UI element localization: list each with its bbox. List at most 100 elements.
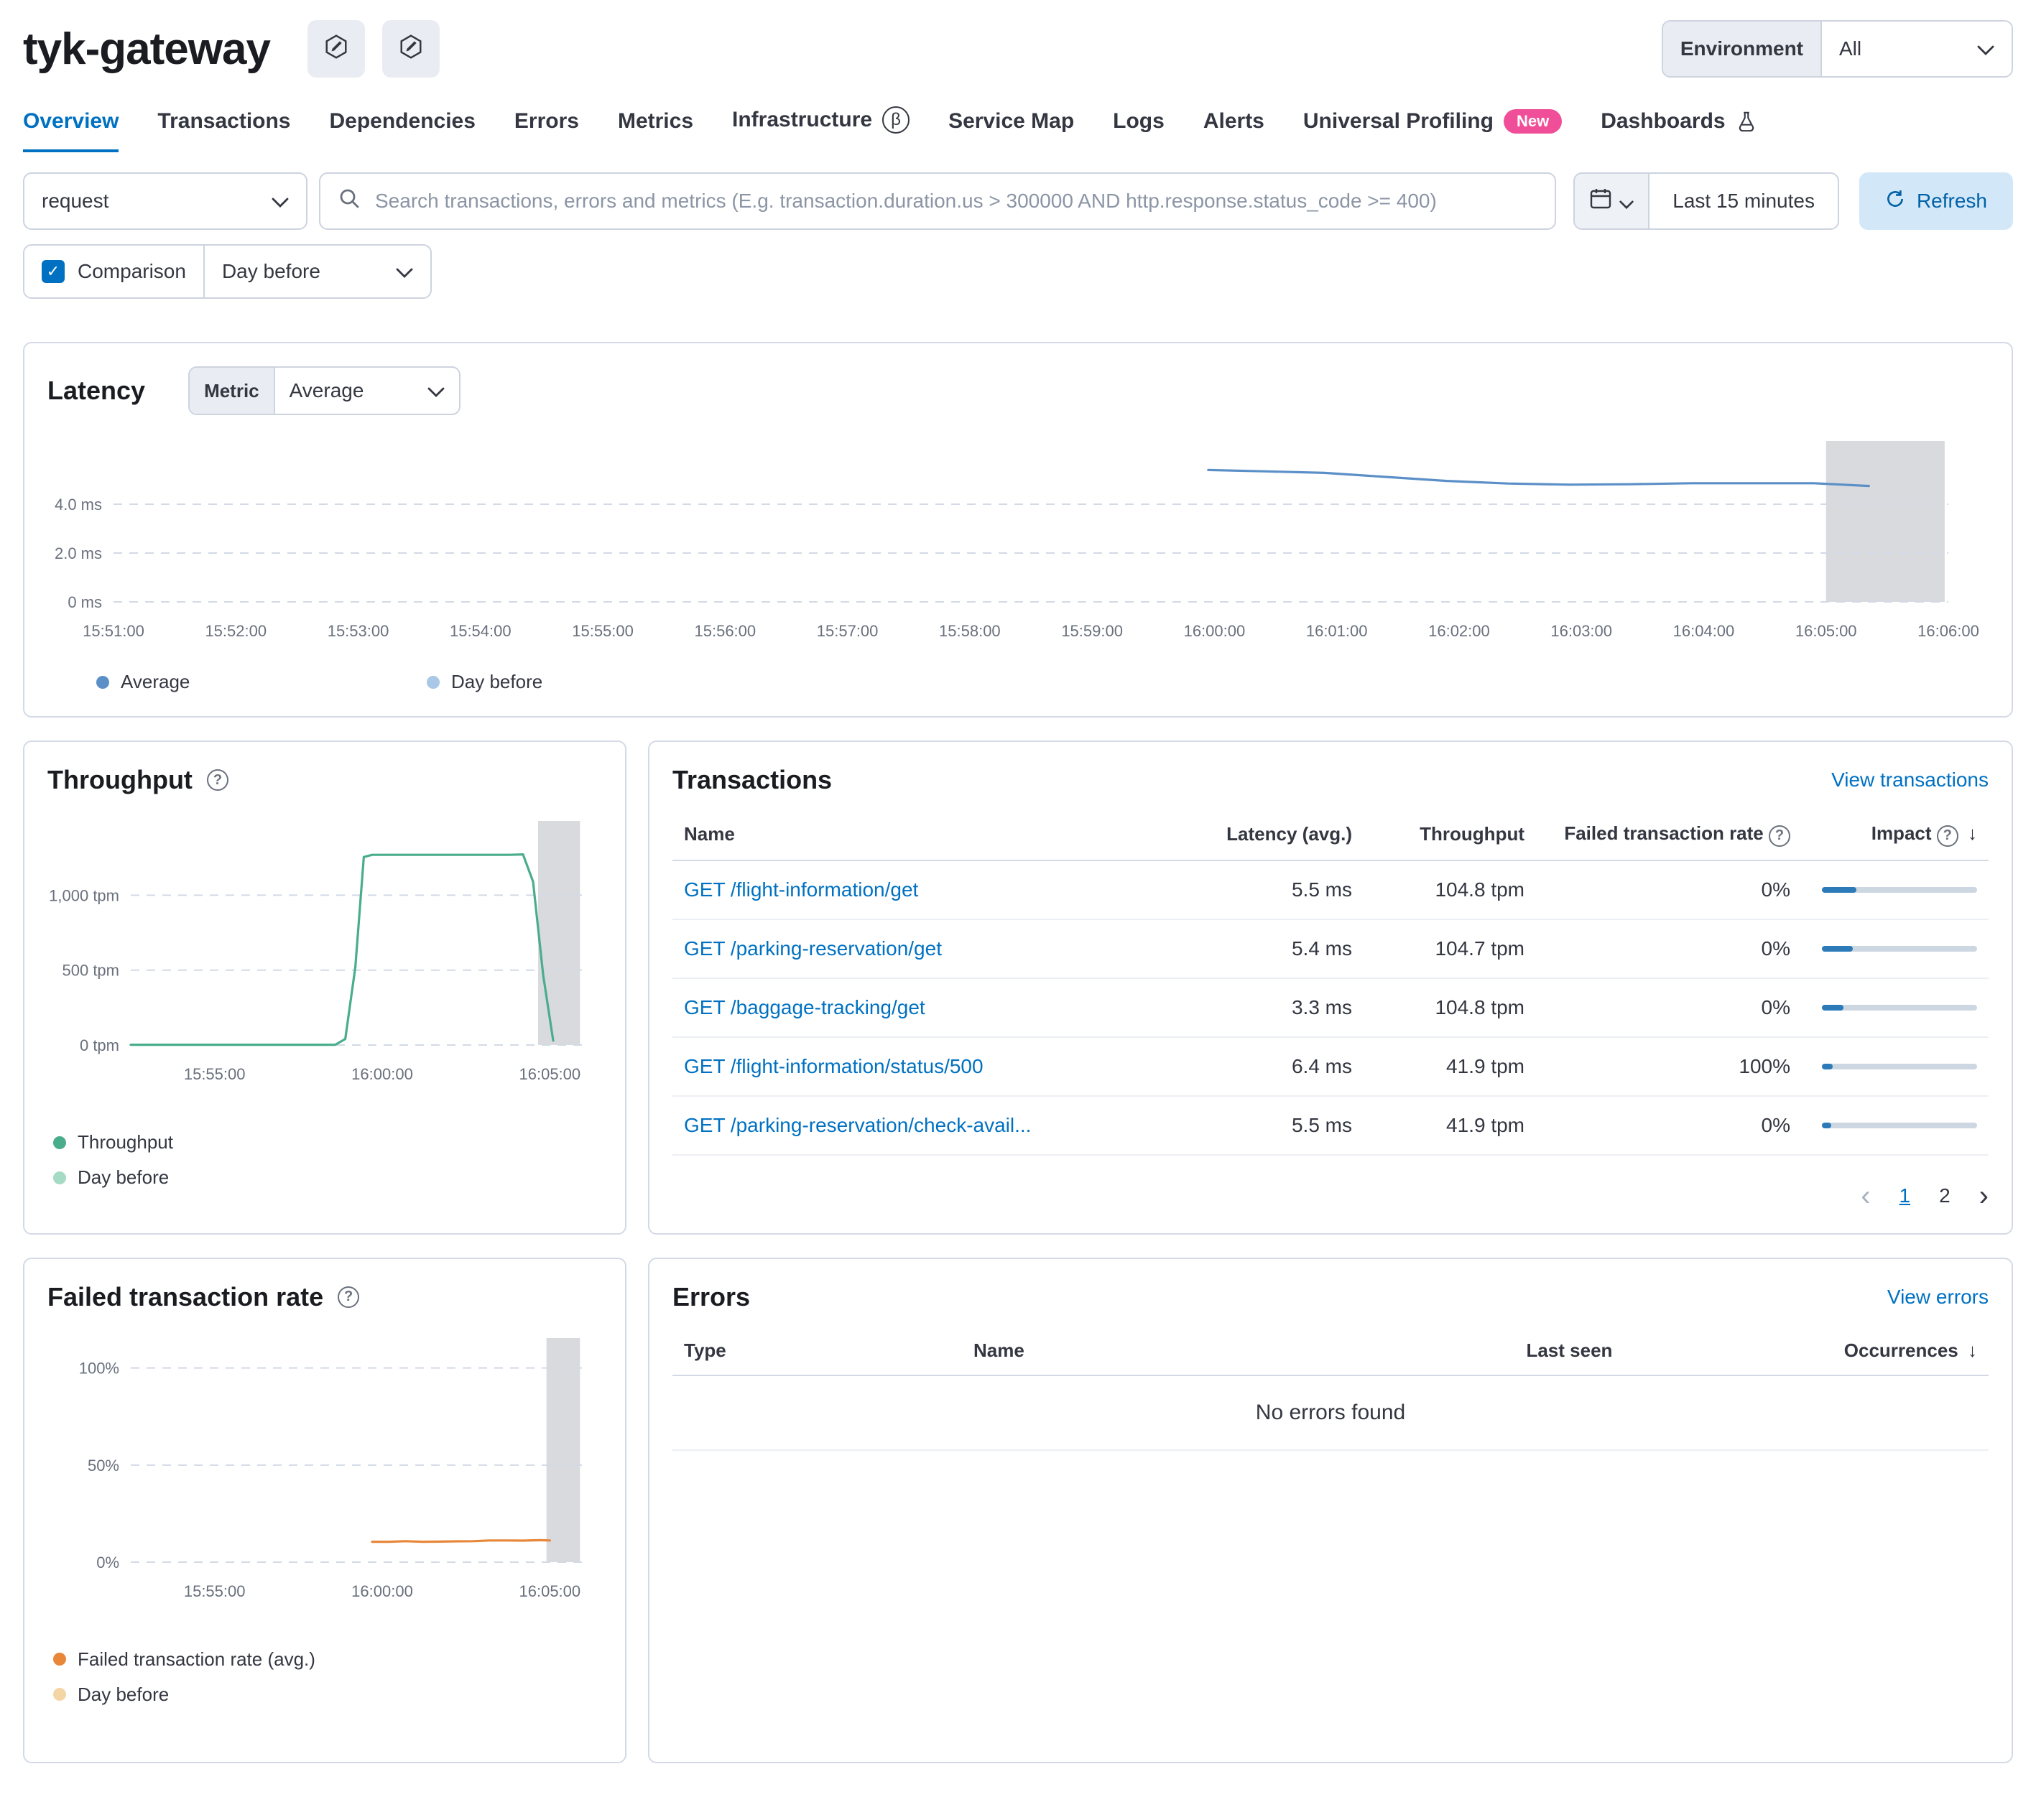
legend-dot [96, 675, 109, 689]
time-range-button[interactable]: Last 15 minutes [1649, 174, 1838, 228]
filter-bar: request [23, 172, 2013, 230]
legend-item[interactable]: Throughput [53, 1131, 602, 1153]
comparison-select[interactable]: Day before [203, 246, 430, 297]
pagination-page-2[interactable]: 2 [1939, 1184, 1951, 1207]
tab-dependencies[interactable]: Dependencies [330, 109, 476, 152]
tab-label: Alerts [1203, 109, 1264, 133]
tab-transactions[interactable]: Transactions [157, 109, 290, 152]
cell-value: 5.4 ms [1191, 919, 1364, 979]
pagination-next[interactable]: › [1979, 1179, 1989, 1212]
svg-text:16:00:00: 16:00:00 [1184, 622, 1246, 640]
query-language-value: request [42, 190, 109, 212]
failed-rate-panel-header: Failed transaction rate ? [47, 1282, 602, 1312]
pagination-prev[interactable]: ‹ [1861, 1179, 1871, 1212]
help-icon[interactable]: ? [1769, 825, 1790, 847]
svg-text:15:55:00: 15:55:00 [184, 1065, 246, 1083]
transaction-link[interactable]: GET /flight-information/status/500 [684, 1054, 984, 1077]
svg-text:100%: 100% [79, 1359, 119, 1377]
search-input[interactable] [372, 188, 1538, 214]
legend-dot [53, 1653, 66, 1666]
svg-text:15:51:00: 15:51:00 [83, 622, 144, 640]
legend-item[interactable]: Day before [53, 1166, 602, 1189]
legend-item[interactable]: Day before [53, 1684, 602, 1706]
svg-text:16:02:00: 16:02:00 [1428, 622, 1490, 640]
tab-logs[interactable]: Logs [1113, 109, 1165, 152]
transactions-pagination: ‹ 1 2 › [672, 1181, 1989, 1210]
errors-table: Type Name Last seen Occurrences ↓ No err… [672, 1326, 1989, 1451]
svg-text:15:57:00: 15:57:00 [817, 622, 879, 640]
column-header-impact[interactable]: Impact ? ↓ [1802, 809, 1989, 861]
throughput-title: Throughput [47, 765, 193, 794]
latency-panel-header: Latency Metric Average [47, 366, 1989, 415]
tab-errors[interactable]: Errors [514, 109, 579, 152]
sort-desc-icon: ↓ [1968, 1339, 1977, 1361]
latency-panel: Latency Metric Average 0 ms 2.0 ms 4.0 ms 1… [23, 342, 2013, 718]
impact-bar [1822, 1004, 1977, 1011]
svg-text:16:05:00: 16:05:00 [519, 1065, 581, 1083]
svg-text:4.0 ms: 4.0 ms [55, 496, 102, 514]
svg-text:15:55:00: 15:55:00 [572, 622, 634, 640]
tab-label: Dependencies [329, 109, 476, 133]
legend-item[interactable]: Average [96, 671, 427, 693]
column-header-type[interactable]: Type [672, 1326, 963, 1376]
tab-label: Overview [23, 109, 119, 133]
row-throughput-transactions: Throughput ? 0 tpm 500 tpm 1,000 tpm 15:55:… [23, 740, 2013, 1235]
tab-dashboards[interactable]: Dashboards [1601, 109, 1757, 152]
metric-control: Metric Average [188, 366, 461, 415]
tab-overview[interactable]: Overview [23, 109, 119, 152]
comparison-toggle[interactable]: Comparison [24, 246, 203, 297]
column-header-error-name[interactable]: Name [962, 1326, 1515, 1376]
legend-item[interactable]: Day before [427, 671, 757, 693]
help-icon[interactable]: ? [1936, 825, 1958, 847]
hexagon-pencil-icon [323, 34, 349, 65]
tab-service-map[interactable]: Service Map [948, 109, 1074, 152]
environment-select[interactable]: All [1822, 22, 2012, 76]
tab-universal-profiling[interactable]: Universal Profiling New [1302, 109, 1563, 152]
query-language-select[interactable]: request [23, 172, 307, 230]
refresh-button[interactable]: Refresh [1859, 172, 2013, 230]
view-errors-link[interactable]: View errors [1887, 1285, 1989, 1308]
cell-value: 104.8 tpm [1364, 978, 1536, 1038]
svg-text:500 tpm: 500 tpm [63, 962, 120, 980]
failed-rate-title: Failed transaction rate [47, 1281, 324, 1311]
column-header-name[interactable]: Name [672, 809, 1191, 861]
help-icon[interactable]: ? [338, 1286, 360, 1308]
column-header-failed-rate[interactable]: Failed transaction rate ? [1536, 809, 1802, 861]
column-header-throughput[interactable]: Throughput [1364, 809, 1536, 861]
service-badge-button-1[interactable] [307, 20, 365, 78]
column-header-latency[interactable]: Latency (avg.) [1191, 809, 1364, 861]
technical-preview-flask-icon [1736, 111, 1757, 132]
help-icon[interactable]: ? [206, 769, 228, 791]
impact-bar [1822, 886, 1977, 893]
column-label: Failed transaction rate [1564, 822, 1764, 844]
svg-text:1,000 tpm: 1,000 tpm [49, 886, 119, 904]
transaction-link[interactable]: GET /parking-reservation/check-avail... [684, 1113, 1032, 1136]
transaction-link[interactable]: GET /flight-information/get [684, 878, 919, 901]
svg-text:16:03:00: 16:03:00 [1550, 622, 1612, 640]
tab-metrics[interactable]: Metrics [618, 109, 693, 152]
transactions-title: Transactions [672, 765, 833, 794]
column-header-last-seen[interactable]: Last seen [1514, 1326, 1752, 1376]
metric-select[interactable]: Average [275, 368, 459, 414]
transaction-link[interactable]: GET /parking-reservation/get [684, 937, 942, 960]
tab-alerts[interactable]: Alerts [1203, 109, 1264, 152]
legend-item[interactable]: Failed transaction rate (avg.) [53, 1648, 602, 1671]
comparison-checkbox[interactable] [42, 260, 65, 283]
failed-rate-panel: Failed transaction rate ? 0% 50% 100% 15:55… [23, 1257, 626, 1763]
latency-title: Latency [47, 376, 146, 405]
pagination-page-1[interactable]: 1 [1899, 1184, 1911, 1207]
cell-value: 0% [1536, 919, 1802, 979]
view-transactions-link[interactable]: View transactions [1831, 769, 1989, 791]
tab-label: Metrics [617, 109, 694, 133]
transaction-link[interactable]: GET /baggage-tracking/get [684, 995, 925, 1018]
date-quick-select-button[interactable] [1575, 174, 1650, 228]
column-header-occurrences[interactable]: Occurrences ↓ [1752, 1326, 1989, 1376]
tab-label: Universal Profiling [1302, 109, 1494, 133]
impact-bar [1822, 1122, 1977, 1128]
legend-label: Day before [78, 1683, 170, 1705]
legend-dot [53, 1171, 66, 1184]
service-badge-button-2[interactable] [381, 20, 440, 78]
legend-label: Throughput [78, 1131, 173, 1153]
tab-infrastructure[interactable]: Infrastructure β [732, 106, 910, 152]
